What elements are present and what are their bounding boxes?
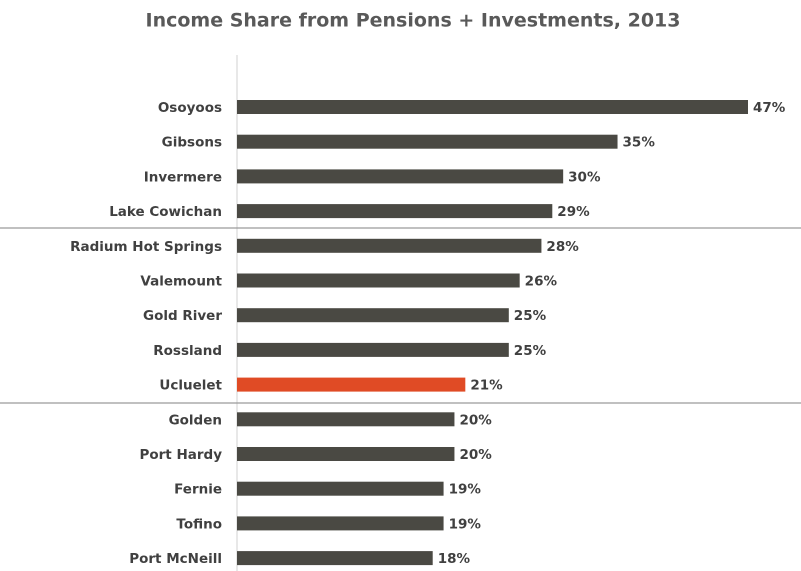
- value-label: 19%: [449, 482, 482, 498]
- value-label: 35%: [623, 135, 656, 151]
- category-label: Port McNeill: [129, 551, 222, 567]
- value-label: 25%: [514, 343, 547, 359]
- category-label: Rossland: [153, 343, 222, 359]
- value-label: 28%: [546, 239, 579, 255]
- category-label: Gibsons: [162, 135, 222, 151]
- bar: [237, 447, 455, 461]
- bar: [237, 238, 542, 253]
- value-label: 18%: [438, 551, 471, 567]
- category-label: Gold River: [143, 308, 222, 324]
- value-label: 26%: [525, 274, 558, 290]
- bar: [237, 169, 564, 184]
- value-label: 30%: [568, 169, 601, 185]
- category-label: Radium Hot Springs: [70, 239, 222, 255]
- category-label: Osoyoos: [158, 100, 222, 116]
- category-label: Tofino: [176, 516, 222, 532]
- bar: [237, 551, 433, 566]
- bar: [237, 377, 466, 392]
- bar: [237, 481, 444, 496]
- category-label: Lake Cowichan: [109, 204, 222, 220]
- value-label: 25%: [514, 308, 547, 324]
- category-label: Valemount: [140, 274, 222, 290]
- value-label: 20%: [459, 447, 492, 463]
- value-label: 20%: [459, 412, 492, 428]
- value-label: 21%: [470, 378, 503, 394]
- value-label: 47%: [753, 100, 786, 116]
- bar: [237, 204, 553, 219]
- category-label: Fernie: [174, 482, 222, 498]
- bar: [237, 273, 520, 288]
- bar: [237, 308, 509, 323]
- category-label: Port Hardy: [139, 447, 222, 463]
- category-label: Invermere: [144, 169, 222, 185]
- category-label: Ucluelet: [159, 378, 222, 394]
- bar: [237, 342, 509, 357]
- chart-title: Income Share from Pensions + Investments…: [146, 10, 681, 32]
- bar: [237, 412, 455, 427]
- bar: [237, 100, 748, 114]
- bar: [237, 516, 444, 531]
- value-label: 29%: [557, 204, 590, 220]
- value-label: 19%: [449, 516, 482, 532]
- bar: [237, 134, 618, 149]
- category-label: Golden: [169, 412, 222, 428]
